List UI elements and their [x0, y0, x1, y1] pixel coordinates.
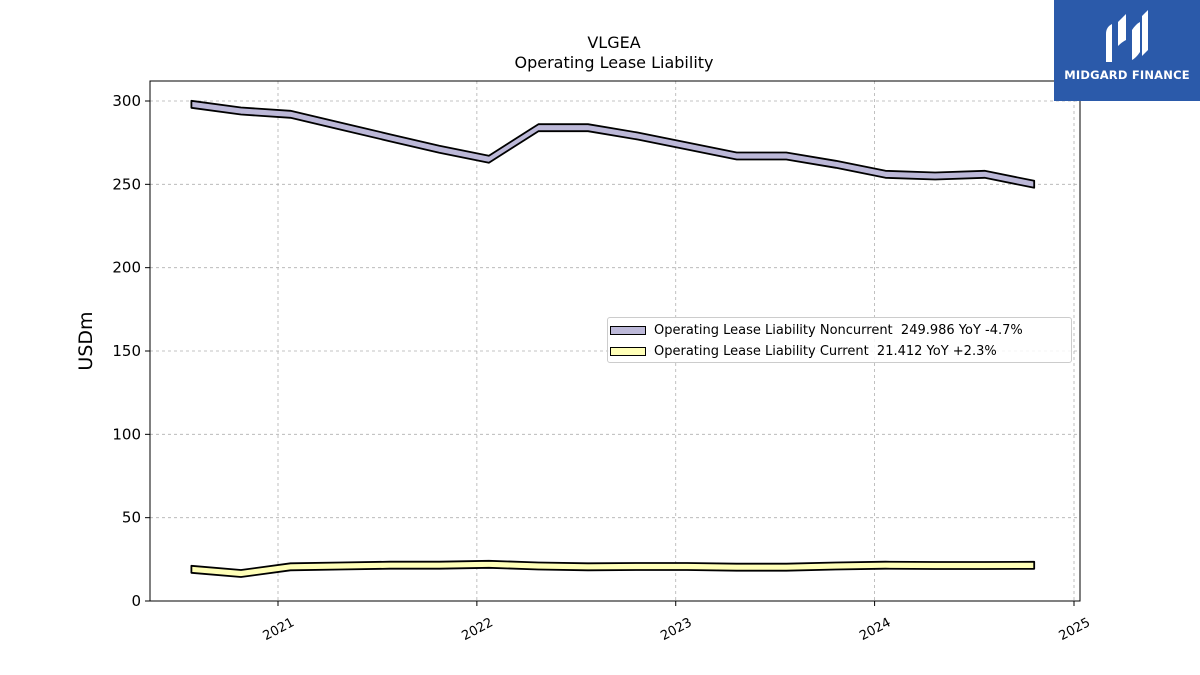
legend-label-noncurrent: Operating Lease Liability Noncurrent 249… — [654, 322, 1023, 338]
x-tick-label: 2024 — [857, 615, 893, 644]
chart-legend: Operating Lease Liability Noncurrent 249… — [607, 317, 1072, 363]
y-tick-label: 300 — [112, 92, 141, 110]
legend-label-current: Operating Lease Liability Current 21.412… — [654, 343, 997, 359]
y-tick-label: 250 — [112, 175, 141, 193]
x-tick-label: 2022 — [459, 615, 495, 644]
x-tick-label: 2021 — [261, 615, 297, 644]
logo-text: MIDGARD FINANCE — [1064, 68, 1190, 82]
y-tick-label: 0 — [131, 592, 141, 610]
legend-swatch-current — [610, 346, 646, 356]
x-tick-label: 2025 — [1057, 615, 1093, 644]
midgard-logo-mark-icon — [1106, 10, 1148, 62]
y-tick-label: 150 — [112, 342, 141, 360]
chart-title: VLGEA — [587, 33, 641, 52]
series-band-current — [190, 559, 1036, 578]
x-tick-label: 2023 — [658, 615, 694, 644]
y-axis-label: USDm — [75, 311, 97, 370]
y-tick-label: 50 — [122, 509, 141, 527]
series-band-noncurrent — [190, 99, 1036, 189]
legend-swatch-noncurrent — [610, 325, 646, 335]
legend-entry-noncurrent: Operating Lease Liability Noncurrent 249… — [608, 320, 1023, 340]
y-tick-label: 100 — [112, 425, 141, 443]
legend-entry-current: Operating Lease Liability Current 21.412… — [608, 341, 997, 361]
plot-frame — [149, 80, 1081, 602]
midgard-finance-logo: MIDGARD FINANCE — [1054, 0, 1200, 101]
chart-subtitle: Operating Lease Liability — [514, 53, 714, 72]
y-tick-label: 200 — [112, 259, 141, 277]
